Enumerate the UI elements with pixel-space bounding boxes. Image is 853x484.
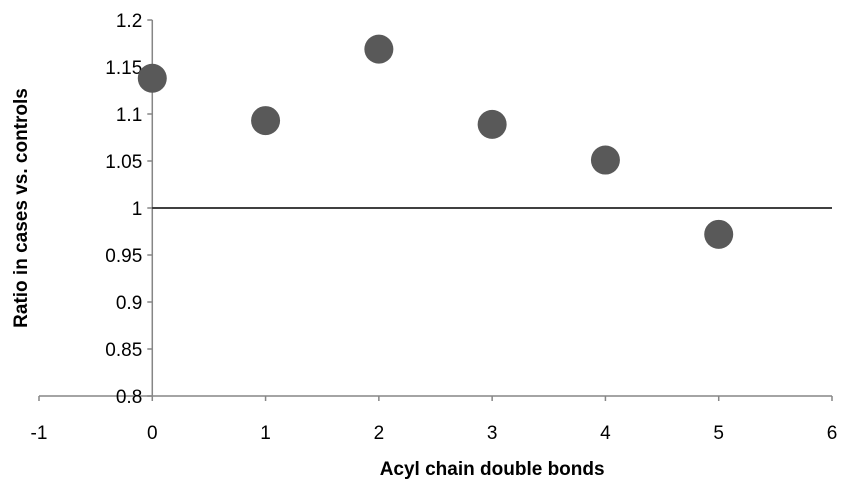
y-tick-label: 0.95 — [105, 246, 142, 267]
data-point — [364, 34, 394, 64]
data-point — [477, 109, 507, 139]
x-tick-label: 6 — [827, 423, 838, 444]
y-tick-label: 1.1 — [116, 105, 142, 126]
y-tick-labels: 0.8 0.85 0.9 0.95 1 1.05 1.1 1.15 1.2 — [105, 11, 142, 408]
y-tick-label: 0.85 — [105, 340, 142, 361]
data-point — [137, 63, 167, 93]
x-tick-label: 5 — [713, 423, 724, 444]
x-tick-label: 1 — [260, 423, 271, 444]
data-points — [137, 34, 734, 249]
y-tick-label: 1.05 — [105, 152, 142, 173]
data-point — [590, 145, 620, 175]
y-tick-label: 1.15 — [105, 58, 142, 79]
data-point — [704, 219, 734, 249]
y-tick-label: 1 — [132, 199, 143, 220]
x-tick-label: -1 — [31, 423, 48, 444]
x-tick-label: 3 — [487, 423, 498, 444]
x-tick-label: 0 — [147, 423, 158, 444]
data-point — [251, 106, 281, 136]
y-tick-label: 0.9 — [116, 293, 142, 314]
x-tick-label: 2 — [374, 423, 385, 444]
x-tick-labels: -1 0 1 2 3 4 5 6 — [31, 423, 838, 444]
y-tick-label: 1.2 — [116, 11, 142, 32]
x-tick-label: 4 — [600, 423, 611, 444]
x-axis-title: Acyl chain double bonds — [380, 459, 605, 480]
y-tick-label: 0.8 — [116, 387, 142, 408]
y-axis-title: Ratio in cases vs. controls — [11, 88, 32, 328]
